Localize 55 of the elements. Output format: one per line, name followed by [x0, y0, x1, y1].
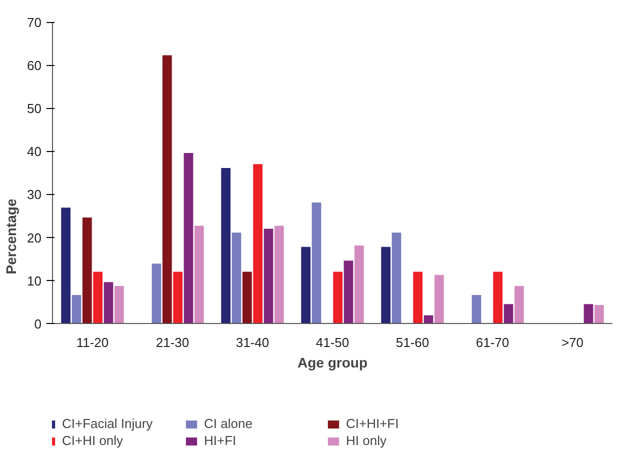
x-tick-label: 11-20	[76, 334, 109, 350]
x-tick-label: 51-60	[396, 334, 430, 350]
bar	[312, 202, 322, 324]
bar	[173, 272, 183, 324]
bar	[93, 272, 103, 324]
bar	[392, 232, 402, 324]
bar	[152, 264, 162, 324]
legend-label: CI+Facial Injury	[62, 416, 154, 431]
y-tick-label: 0	[34, 316, 42, 332]
bar	[472, 295, 482, 324]
bar	[354, 246, 364, 324]
x-tick-label: 61-70	[476, 334, 510, 350]
bar	[72, 295, 82, 324]
legend-label: HI only	[346, 433, 388, 448]
bar	[264, 228, 274, 324]
bar	[253, 164, 263, 324]
y-tick-label: 50	[27, 101, 42, 116]
y-tick-label: 40	[27, 144, 42, 160]
legend-label: CI+HI+FI	[346, 416, 400, 431]
x-tick-label: 31-40	[236, 334, 270, 350]
bar	[232, 232, 242, 324]
bar	[333, 272, 343, 324]
y-tick-label: 30	[27, 187, 42, 202]
y-tick-label: 60	[27, 58, 42, 74]
bar	[274, 226, 284, 324]
bar	[514, 286, 524, 324]
bar	[584, 304, 594, 324]
bar	[301, 246, 311, 324]
x-axis-title: Age group	[298, 354, 368, 370]
bar	[594, 304, 604, 324]
y-tick-label: 20	[27, 230, 42, 246]
bar	[184, 152, 194, 324]
x-tick-label: 21-30	[156, 334, 190, 350]
bar	[221, 168, 231, 324]
bar	[493, 272, 503, 324]
bar	[242, 272, 252, 324]
bar	[114, 286, 124, 324]
bar	[162, 55, 172, 324]
bar	[504, 304, 514, 324]
y-tick-label: 70	[27, 15, 42, 30]
x-tick-label: >70	[561, 334, 584, 350]
bar	[104, 282, 114, 324]
y-tick-label: 10	[27, 273, 42, 288]
bar	[413, 272, 423, 324]
bar	[61, 208, 71, 324]
bar	[381, 246, 391, 324]
bar	[82, 218, 92, 324]
legend-label: CI+HI only	[62, 433, 124, 448]
bar	[344, 260, 354, 324]
bar	[434, 274, 444, 324]
x-tick-label: 41-50	[316, 334, 350, 350]
legend-label: HI+FI	[204, 433, 238, 448]
bar	[194, 226, 204, 324]
y-axis-title: Percentage	[3, 198, 20, 274]
legend-label: CI alone	[204, 416, 254, 431]
